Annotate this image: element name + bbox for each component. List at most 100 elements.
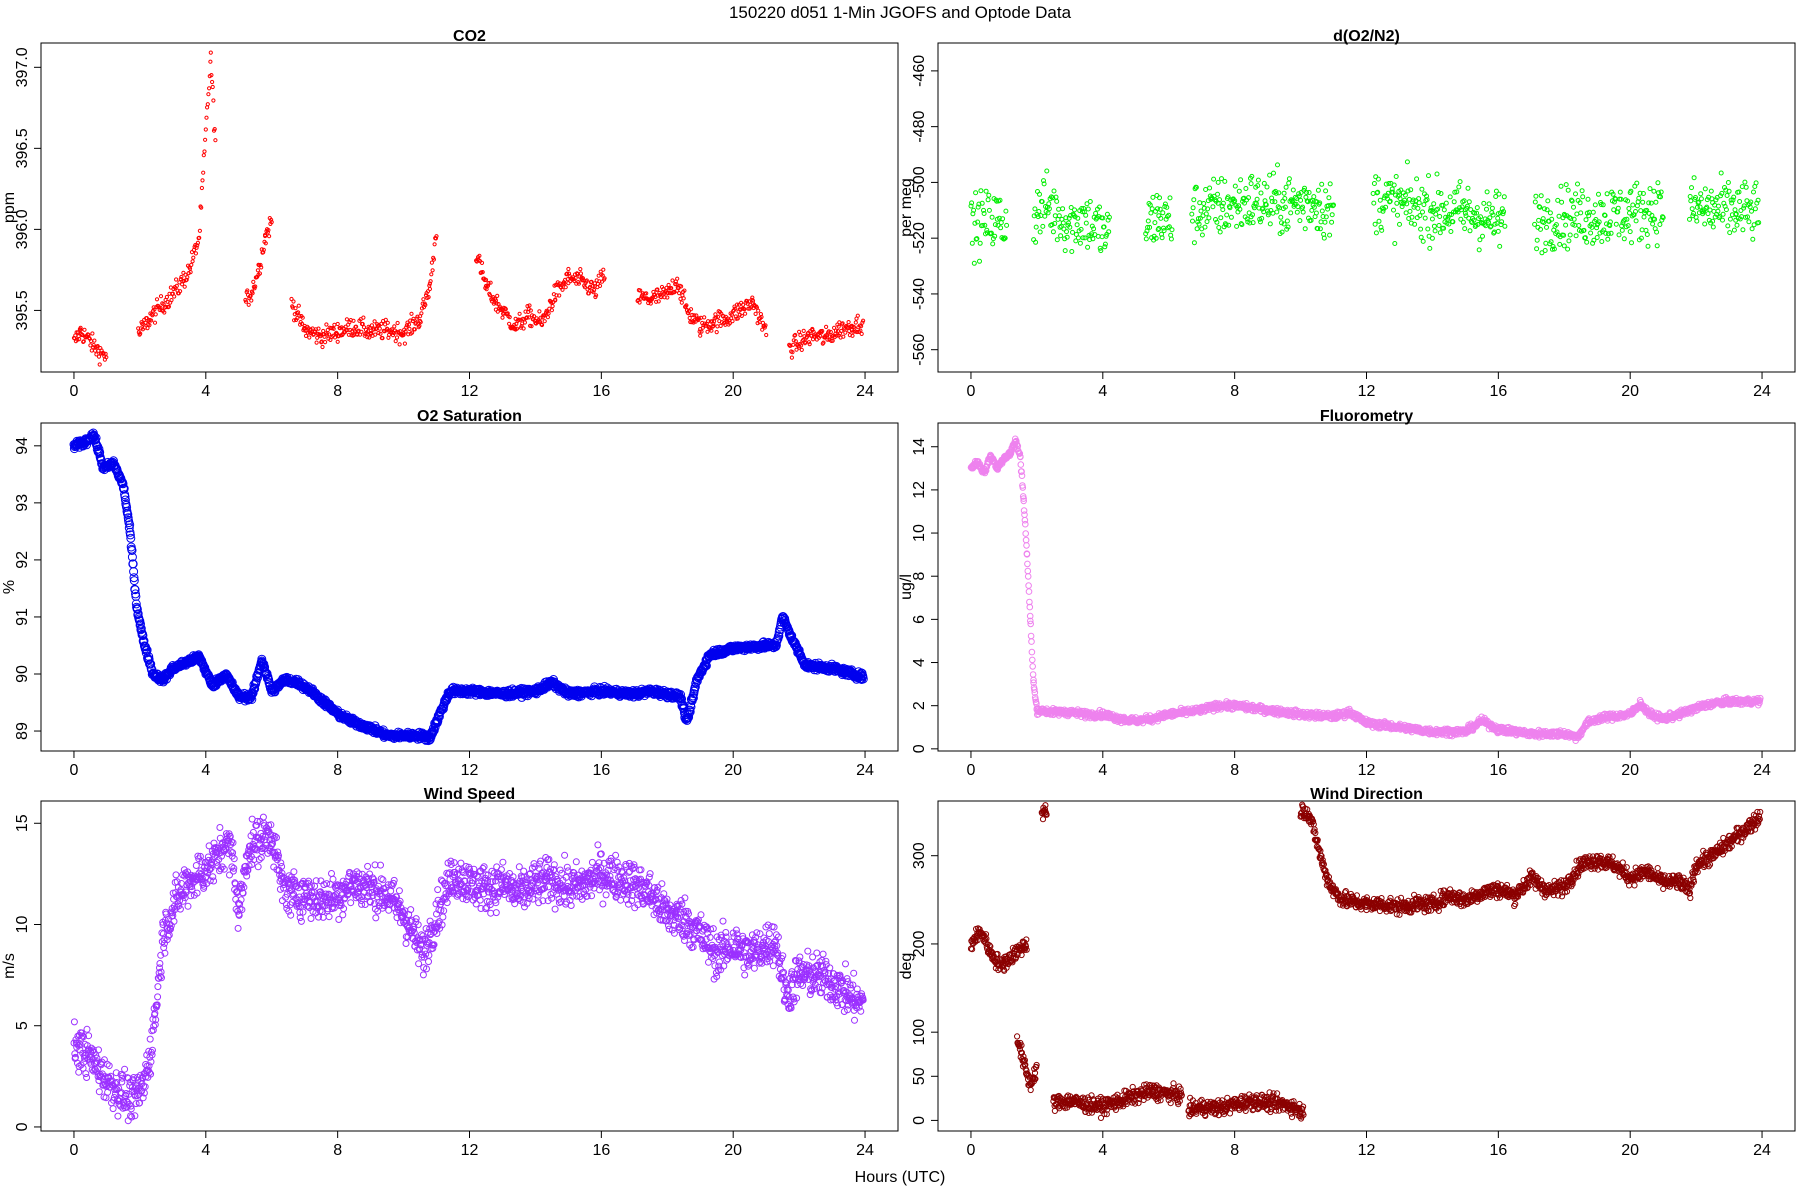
- data-point: [1383, 181, 1389, 187]
- data-point: [792, 333, 797, 338]
- data-point: [1596, 191, 1601, 197]
- data-point: [834, 333, 839, 338]
- data-point: [1419, 186, 1425, 192]
- y-tick-label: 91: [14, 608, 31, 626]
- data-point: [1267, 172, 1273, 178]
- data-point: [427, 281, 432, 286]
- data-point: [1461, 198, 1467, 204]
- data-point: [1264, 184, 1270, 190]
- data-point: [1167, 195, 1173, 201]
- data-point: [1087, 199, 1093, 204]
- data-point: [1486, 201, 1492, 207]
- data-point: [1033, 224, 1039, 230]
- data-point: [517, 311, 522, 316]
- data-point: [1603, 230, 1609, 236]
- plot-frame: [40, 422, 899, 752]
- data-point: [1198, 208, 1204, 214]
- data-point: [335, 321, 340, 327]
- data-point: [1323, 188, 1329, 194]
- data-point: [1708, 188, 1714, 194]
- data-point: [411, 316, 416, 321]
- data-point: [982, 222, 988, 228]
- data-point: [977, 258, 982, 264]
- data-point: [1421, 202, 1427, 208]
- data-point: [1283, 184, 1289, 190]
- data-point: [1542, 206, 1547, 212]
- data-point: [1302, 226, 1308, 232]
- data-point: [189, 262, 194, 267]
- data-point: [1279, 220, 1284, 226]
- data-point: [527, 303, 532, 308]
- data-point: [1089, 223, 1095, 229]
- data-point: [1045, 210, 1051, 216]
- data-point: [1585, 196, 1591, 202]
- data-point: [1056, 206, 1062, 212]
- data-point: [1300, 204, 1306, 210]
- data-point: [1039, 199, 1045, 205]
- data-point: [427, 286, 432, 292]
- data-point: [1725, 180, 1731, 185]
- data-point: [1732, 207, 1738, 213]
- data-point: [1102, 241, 1108, 247]
- data-point: [78, 325, 83, 330]
- data-point: [1259, 215, 1265, 221]
- data-point: [1420, 209, 1425, 215]
- data-point: [127, 552, 137, 562]
- data-point: [1247, 220, 1253, 226]
- x-tick-label: 20: [724, 383, 742, 400]
- data-point: [1462, 210, 1468, 216]
- data-point: [1068, 213, 1073, 218]
- data-point: [1731, 194, 1737, 200]
- data-point: [1373, 174, 1379, 180]
- data-point: [1317, 226, 1323, 232]
- data-point: [1202, 224, 1208, 230]
- data-point: [144, 654, 154, 664]
- data-point: [727, 321, 733, 326]
- data-point: [1243, 186, 1249, 191]
- data-point: [1304, 190, 1309, 195]
- data-point: [1747, 204, 1753, 210]
- data-point: [179, 274, 184, 280]
- data-point: [1441, 207, 1447, 213]
- data-point: [1571, 204, 1576, 210]
- data-point: [1311, 194, 1317, 200]
- data-point: [973, 190, 979, 196]
- data-point: [1042, 213, 1048, 219]
- data-point: [161, 302, 166, 307]
- data-point: [332, 322, 337, 327]
- data-point: [1742, 179, 1748, 185]
- data-point: [1250, 220, 1256, 226]
- data-point: [637, 300, 642, 305]
- data-point: [1319, 181, 1325, 187]
- figure-title: 150220 d051 1-Min JGOFS and Optode Data: [729, 3, 1072, 22]
- data-point: [1152, 220, 1158, 226]
- data-point: [1027, 632, 1035, 640]
- data-point: [1091, 226, 1097, 232]
- data-point: [182, 284, 187, 289]
- data-point: [1024, 560, 1031, 568]
- data-point: [1322, 219, 1328, 225]
- data-point: [1749, 226, 1755, 232]
- data-point: [1315, 187, 1321, 193]
- data-point: [123, 513, 133, 523]
- data-point: [92, 338, 97, 343]
- data-point: [983, 188, 989, 194]
- x-tick-label: 16: [592, 762, 610, 779]
- data-point: [1575, 181, 1580, 187]
- data-point: [292, 318, 297, 323]
- data-point: [516, 317, 522, 322]
- data-point: [1224, 212, 1230, 218]
- data-point: [968, 203, 974, 209]
- data-point: [1474, 210, 1480, 216]
- data-point: [1459, 204, 1465, 210]
- data-point: [1472, 210, 1478, 216]
- data-point: [1271, 170, 1276, 176]
- data-point: [1582, 235, 1588, 241]
- data-point: [164, 294, 169, 300]
- data-point: [259, 265, 264, 270]
- data-point: [385, 320, 390, 325]
- data-point: [801, 337, 806, 343]
- data-point: [1000, 216, 1006, 222]
- data-point: [975, 204, 981, 210]
- data-point: [152, 320, 158, 325]
